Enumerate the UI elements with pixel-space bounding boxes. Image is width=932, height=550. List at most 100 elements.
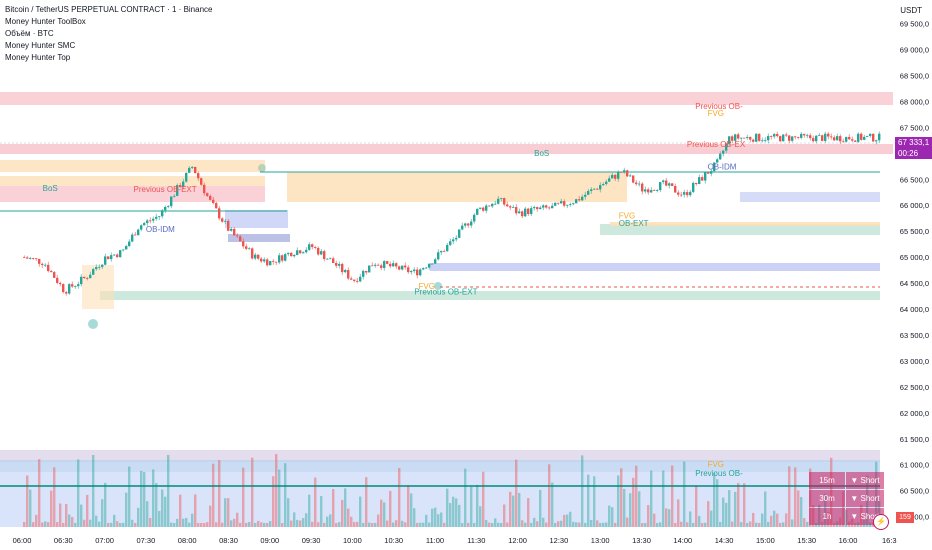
volume-bar (647, 505, 650, 527)
volume-bar (737, 482, 740, 527)
volume-bar (284, 463, 287, 527)
candle-body (659, 182, 662, 191)
chart-annotation: Previous OB- (695, 469, 743, 478)
candle-body (713, 162, 716, 172)
candle-body (653, 190, 656, 191)
candle-body (875, 140, 878, 142)
candle-body (410, 271, 413, 273)
candle-body (281, 255, 284, 261)
candle-body (263, 259, 266, 262)
volume-bar (743, 483, 746, 527)
time-tick-label: 14:30 (715, 536, 734, 545)
time-tick-label: 08:30 (219, 536, 238, 545)
candle-body (53, 272, 56, 278)
candle-body (95, 267, 98, 270)
candle-body (455, 237, 458, 240)
volume-bar (134, 522, 137, 527)
candle-body (287, 252, 290, 255)
volume-bar (503, 504, 506, 527)
volume-bar (206, 522, 209, 527)
volume-bar (773, 510, 776, 527)
currency-label[interactable]: USDT (900, 6, 922, 15)
candle-body (737, 134, 740, 139)
volume-bar (167, 454, 170, 527)
candle-body (623, 170, 626, 173)
volume-bar (725, 502, 728, 527)
lightning-icon[interactable]: ⚡ (873, 514, 889, 530)
chart-annotation: Previous OB-EX (687, 140, 746, 149)
candle-body (620, 171, 623, 173)
volume-bar (488, 522, 491, 527)
volume-bar (290, 520, 293, 527)
price-tick-label: 67 500,0 (900, 123, 929, 132)
candle-body (857, 133, 860, 142)
volume-bar (398, 468, 401, 527)
candle-body (767, 136, 770, 141)
time-tick-label: 15:30 (797, 536, 816, 545)
candle-body (113, 254, 116, 256)
volume-bar (578, 522, 581, 527)
volume-bar (635, 465, 638, 527)
volume-bar (764, 491, 767, 527)
volume-bar (62, 522, 65, 527)
symbol-title[interactable]: Bitcoin / TetherUS PERPETUAL CONTRACT · … (5, 5, 213, 14)
volume-bar (500, 522, 503, 527)
candle-body (509, 206, 512, 208)
indicator-volume[interactable]: Объём · BTC (5, 29, 54, 38)
volume-bar (563, 514, 566, 527)
candle-body (335, 263, 338, 266)
volume-bar (185, 517, 188, 527)
chart-legend: Bitcoin / TetherUS PERPETUAL CONTRACT · … (5, 4, 212, 64)
volume-bar (596, 520, 599, 527)
candle-body (143, 223, 146, 226)
candle-body (572, 203, 575, 205)
volume-bar (431, 508, 434, 527)
indicator-top[interactable]: Money Hunter Top (5, 53, 71, 62)
candle-body (179, 185, 182, 187)
volume-bar (785, 513, 788, 527)
candle-body (554, 202, 557, 206)
candle-body (131, 234, 134, 242)
candle-body (191, 166, 194, 168)
candle-body (83, 276, 86, 279)
volume-bar (755, 522, 758, 527)
volume-bar (197, 522, 200, 527)
volume-bar (47, 522, 50, 527)
volume-bar (566, 514, 569, 527)
volume-bar (146, 501, 149, 527)
candle-body (275, 261, 278, 263)
candle-body (692, 182, 695, 192)
time-tick-label: 09:00 (260, 536, 279, 545)
volume-bar (692, 522, 695, 527)
volume-bar (452, 496, 455, 527)
candle-body (425, 267, 428, 269)
volume-bar (548, 464, 551, 527)
volume-bar (365, 477, 368, 527)
candle-body (872, 133, 875, 142)
volume-bar (296, 519, 299, 527)
candle-body (395, 263, 398, 267)
volume-bar (308, 494, 311, 527)
indicator-smc[interactable]: Money Hunter SMC (5, 41, 76, 50)
candle-body (707, 172, 710, 174)
candle-body (449, 241, 452, 245)
candle-body (542, 205, 545, 208)
volume-bar (257, 520, 260, 527)
volume-bar (758, 522, 761, 527)
candle-body (602, 184, 605, 186)
candle-body (566, 204, 569, 206)
candle-body (326, 258, 329, 260)
volume-bar (629, 493, 632, 527)
indicator-toolbox[interactable]: Money Hunter ToolBox (5, 17, 86, 26)
ob-zone (225, 210, 288, 228)
candle-body (41, 263, 44, 266)
signal-timeframe: 15m (809, 472, 845, 489)
price-axis-bg (893, 0, 932, 550)
volume-zone (0, 450, 880, 462)
volume-bar (182, 518, 185, 527)
candle-body (86, 278, 89, 279)
volume-bar (614, 522, 617, 527)
volume-bar (224, 498, 227, 527)
candle-body (368, 265, 371, 273)
